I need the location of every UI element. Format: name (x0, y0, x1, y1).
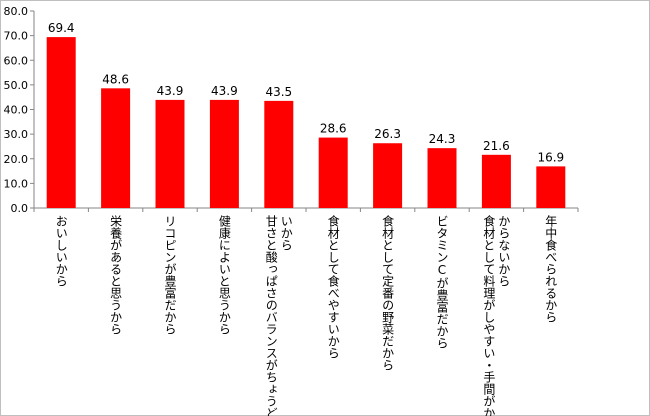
category-label: 食材として料理がしやすい・手間がか (482, 214, 496, 416)
data-label: 21.6 (483, 139, 510, 153)
data-label: 43.9 (157, 84, 184, 98)
bar (209, 99, 239, 208)
data-label: 26.3 (374, 127, 401, 141)
y-tick-label: 30.0 (4, 128, 29, 141)
category-label: からないから (497, 215, 511, 287)
data-label: 43.9 (211, 84, 238, 98)
y-tick-label: 80.0 (4, 5, 29, 18)
y-tick-label: 20.0 (4, 153, 29, 166)
data-label: 69.4 (48, 21, 75, 35)
bar (373, 143, 403, 208)
category-label: 甘さと酸っぱさのバランスがちょうどよ (264, 215, 278, 416)
y-tick-label: 0.0 (11, 202, 29, 215)
data-label: 48.6 (102, 72, 129, 86)
bar (101, 88, 131, 208)
bar (427, 148, 457, 208)
category-label: いから (279, 215, 293, 251)
bar (46, 37, 76, 208)
y-tick-label: 10.0 (4, 177, 29, 190)
data-label: 28.6 (320, 122, 347, 136)
data-label: 24.3 (429, 132, 456, 146)
bar (155, 99, 185, 208)
y-tick-label: 70.0 (4, 30, 29, 43)
y-tick-label: 60.0 (4, 54, 29, 67)
category-label: 健康によいと思うから (217, 215, 231, 335)
category-label: 栄養があると思うから (109, 215, 123, 335)
category-label: 年中食べられるから (544, 215, 558, 323)
bar (318, 137, 348, 208)
bar (481, 154, 511, 208)
category-label: おいしいから (54, 215, 68, 287)
category-label: ビタミンCが豊富だから (435, 215, 449, 349)
category-label: リコピンが豊富だから (163, 215, 177, 335)
y-tick-label: 40.0 (4, 104, 29, 117)
category-label: 食材として食べやすいから (326, 214, 340, 359)
y-tick-label: 50.0 (4, 79, 29, 92)
data-label: 16.9 (537, 150, 564, 164)
data-label: 43.5 (265, 85, 292, 99)
category-label: 食材として定番の野菜だから (381, 214, 395, 371)
bar (536, 166, 566, 208)
bar (264, 100, 294, 208)
